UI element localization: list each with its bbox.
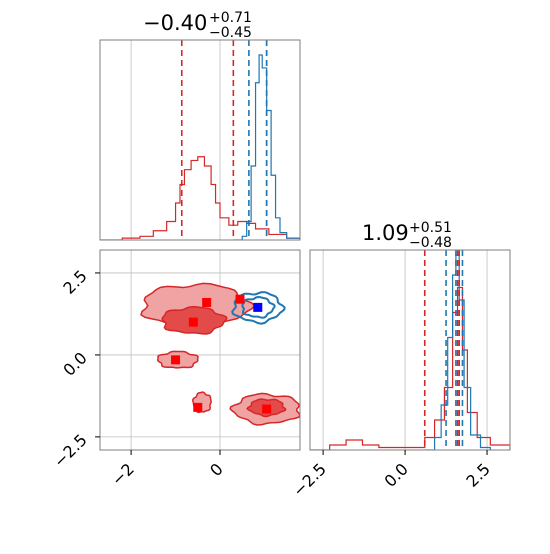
x-tick-label: −2 — [108, 459, 138, 489]
marginal-p1-frame — [99, 39, 301, 241]
top-title-main: −0.40 — [143, 11, 207, 35]
blue-marker — [253, 302, 263, 312]
red-marker — [262, 404, 272, 414]
x-tick-label: 2.5 — [462, 459, 493, 490]
blue-histogram — [233, 54, 300, 240]
red-histogram — [100, 156, 300, 240]
x-tick-label: 0 — [206, 459, 227, 480]
red-marker — [202, 297, 212, 307]
blue-contour — [231, 291, 286, 325]
y-tick-label: 0.0 — [59, 348, 90, 379]
blue-contour — [241, 295, 276, 319]
right-title-sup: +0.51 — [409, 220, 452, 236]
red-marker — [193, 402, 203, 412]
y-tick-label: −2.5 — [50, 430, 91, 471]
x-tick-label: −2.5 — [289, 459, 330, 500]
top-title-sub: −0.45 — [209, 25, 252, 41]
red-marker — [235, 294, 245, 304]
red-marker — [188, 317, 198, 327]
x-tick-label: 0.0 — [380, 459, 411, 490]
right-title: 1.09 +0.51 −0.48 — [362, 220, 452, 251]
top-title-sup: +0.71 — [209, 10, 252, 26]
marginal-p1-panel — [99, 39, 301, 241]
marginal-p2-frame — [309, 249, 511, 451]
right-title-sub: −0.48 — [409, 235, 452, 251]
joint-panel: −2 0 −2.5 0.0 2.5 — [50, 249, 301, 490]
y-tick-label: 2.5 — [59, 266, 90, 297]
right-title-main: 1.09 — [362, 221, 409, 245]
red-histogram — [310, 286, 510, 450]
top-title: −0.40 +0.71 −0.45 — [143, 10, 252, 41]
marginal-p2-panel: −2.5 0.0 2.5 — [289, 249, 511, 500]
joint-frame — [99, 249, 301, 451]
red-marker — [171, 355, 181, 365]
